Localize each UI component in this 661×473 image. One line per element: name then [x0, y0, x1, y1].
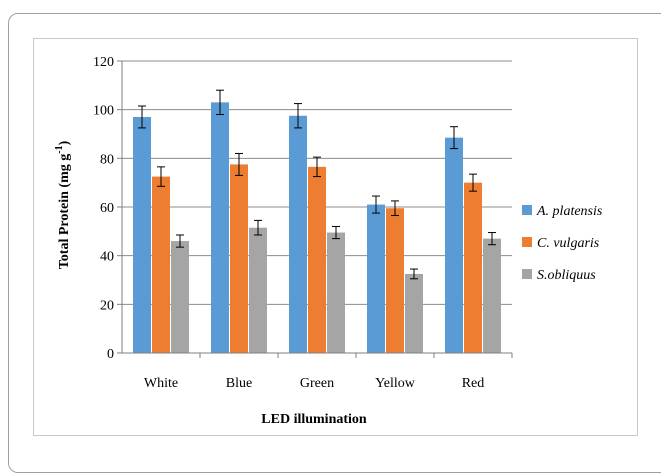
- bar: [211, 102, 229, 353]
- bar: [464, 182, 482, 353]
- x-tick-labels: White Blue Green Yellow Red: [144, 376, 484, 391]
- x-tick-label: Blue: [226, 376, 252, 391]
- bar: [405, 273, 423, 353]
- x-tick-label: Yellow: [375, 376, 416, 391]
- y-tick-label: 120: [93, 55, 114, 70]
- bar: [367, 204, 385, 353]
- legend: A. platensis C. vulgaris S.obliquus: [522, 204, 603, 283]
- x-axis-title: LED illumination: [261, 412, 367, 427]
- bar: [230, 164, 248, 353]
- x-tick-label: White: [144, 376, 178, 391]
- y-axis-title-main: Total Protein (mg g: [57, 154, 72, 270]
- bar: [171, 241, 189, 353]
- y-tick-label: 80: [100, 152, 114, 167]
- legend-swatch: [522, 269, 532, 279]
- x-tick-label: Red: [462, 376, 485, 391]
- bar: [308, 166, 326, 353]
- y-tick-label: 0: [107, 347, 114, 362]
- y-axis-title-superscript: -1: [54, 145, 65, 153]
- legend-label: A. platensis: [536, 204, 603, 219]
- y-tick-label: 20: [100, 298, 114, 313]
- legend-swatch: [522, 237, 532, 247]
- bar: [327, 232, 345, 353]
- bar: [133, 116, 151, 353]
- bar: [483, 238, 501, 353]
- legend-label: C. vulgaris: [537, 236, 600, 251]
- y-axis-title: Total Protein (mg g-1): [54, 140, 72, 269]
- bar: [249, 227, 267, 353]
- bar: [289, 115, 307, 353]
- y-axis-title-suffix: ): [57, 140, 72, 145]
- legend-label: S.obliquus: [537, 268, 596, 283]
- bar: [386, 208, 404, 353]
- y-tick-label: 60: [100, 201, 114, 216]
- bar: [152, 176, 170, 353]
- x-tick-label: Green: [300, 376, 334, 391]
- axes: [117, 60, 513, 358]
- y-tick-label: 40: [100, 250, 114, 265]
- bars: [133, 89, 501, 353]
- bar: [445, 137, 463, 353]
- legend-swatch: [522, 205, 532, 215]
- y-tick-labels: 0 20 40 60 80 100 120: [93, 55, 114, 362]
- y-tick-label: 100: [93, 104, 114, 119]
